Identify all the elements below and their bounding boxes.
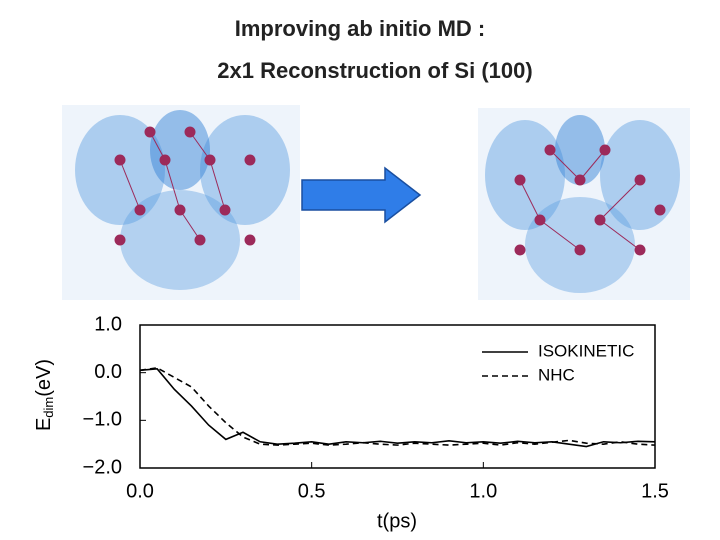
- x-tick-label: 1.5: [641, 480, 669, 502]
- density-blob: [200, 115, 290, 225]
- atoms: [514, 144, 666, 256]
- density-blob: [120, 190, 240, 290]
- legend-label: ISOKINETIC: [538, 341, 634, 360]
- x-axis-label: t(ps): [377, 510, 417, 532]
- density-blob: [75, 115, 165, 225]
- density-blob: [150, 110, 210, 190]
- y-label-sub: dim: [41, 397, 56, 418]
- x-tick-label: 0.5: [298, 480, 326, 502]
- plot-frame: [139, 324, 656, 469]
- slide-subtitle: 2x1 Reconstruction of Si (100): [217, 58, 532, 83]
- y-label-unit: (eV): [33, 359, 55, 397]
- data-line: [139, 367, 656, 446]
- x-tick-label: 0.0: [126, 480, 154, 502]
- y-tick-label: −1.0: [83, 409, 122, 431]
- arrow: [301, 166, 422, 224]
- data-line: [139, 368, 656, 448]
- structure-before: [62, 105, 300, 300]
- atoms: [114, 126, 256, 246]
- y-axis-label: Edim(eV): [33, 359, 56, 431]
- structure-after: [478, 108, 690, 300]
- y-label-main: E: [33, 418, 55, 431]
- legend-label: NHC: [538, 365, 575, 384]
- density-blob: [485, 120, 565, 230]
- y-tick-label: 0.0: [94, 361, 122, 383]
- y-tick-label: 1.0: [94, 313, 122, 335]
- slide-title: Improving ab initio MD :: [235, 16, 486, 41]
- x-tick-label: 1.0: [469, 480, 497, 502]
- y-tick-label: −2.0: [83, 456, 122, 478]
